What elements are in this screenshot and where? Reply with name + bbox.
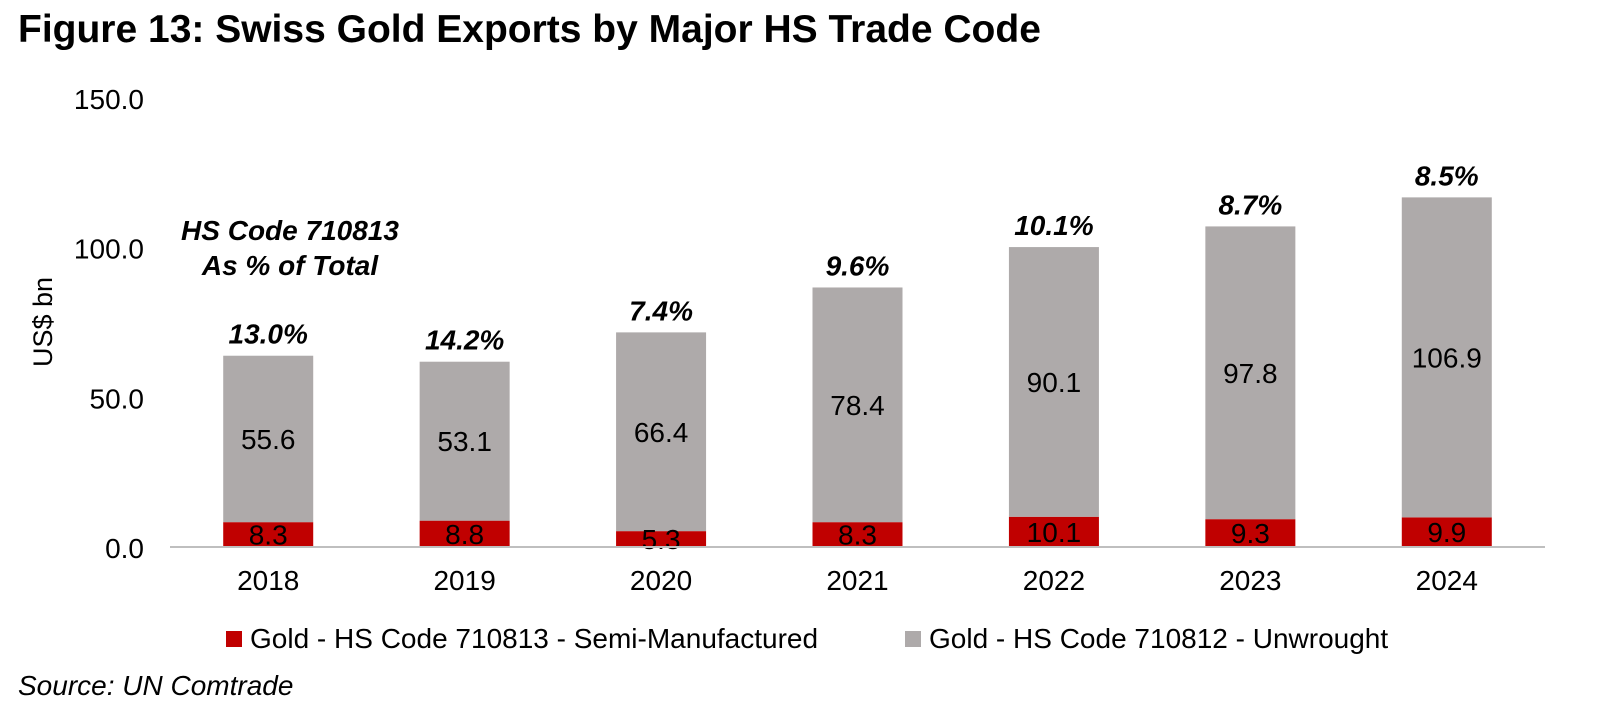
source-note: Source: UN Comtrade: [18, 670, 294, 701]
data-label-unwrought: 66.4: [634, 417, 689, 448]
x-tick-label: 2022: [1023, 565, 1085, 596]
share-label: 14.2%: [425, 325, 504, 356]
annotation-line-2: As % of Total: [201, 250, 380, 281]
x-tick-label: 2019: [433, 565, 495, 596]
bar-semi-manufactured: [1401, 517, 1492, 547]
data-label-unwrought: 90.1: [1027, 367, 1082, 398]
y-tick-label: 50.0: [90, 383, 145, 414]
legend-label-semi-manufactured: Gold - HS Code 710813 - Semi-Manufacture…: [250, 623, 818, 654]
share-label: 8.7%: [1218, 189, 1282, 220]
share-label: 10.1%: [1014, 210, 1093, 241]
annotation-line-1: HS Code 710813: [181, 215, 399, 246]
bar-semi-manufactured: [616, 531, 707, 547]
y-axis-title: US$ bn: [28, 277, 58, 367]
share-label: 7.4%: [629, 295, 693, 326]
bar-unwrought: [419, 361, 510, 521]
legend-swatch-semi-manufactured: [226, 631, 242, 647]
data-label-unwrought: 106.9: [1412, 342, 1482, 373]
legend-swatch-unwrought: [905, 631, 921, 647]
bar-semi-manufactured: [812, 522, 903, 547]
y-tick-label: 100.0: [74, 234, 144, 265]
bar-unwrought: [1401, 197, 1492, 518]
bar-unwrought: [616, 332, 707, 532]
bar-semi-manufactured: [1008, 516, 1099, 547]
data-label-semi: 9.9: [1427, 517, 1466, 548]
data-label-semi: 10.1: [1027, 517, 1082, 548]
share-label: 9.6%: [826, 250, 890, 281]
data-label-semi: 5.3: [642, 524, 681, 555]
share-label: 8.5%: [1415, 160, 1479, 191]
data-label-unwrought: 97.8: [1223, 358, 1278, 389]
data-label-semi: 9.3: [1231, 518, 1270, 549]
data-label-semi: 8.8: [445, 519, 484, 550]
legend-label-unwrought: Gold - HS Code 710812 - Unwrought: [929, 623, 1388, 654]
y-tick-label: 0.0: [105, 533, 144, 564]
data-label-unwrought: 55.6: [241, 424, 296, 455]
data-label-unwrought: 78.4: [830, 390, 885, 421]
bar-unwrought: [1008, 247, 1099, 517]
chart-title: Figure 13: Swiss Gold Exports by Major H…: [18, 8, 1041, 51]
bar-semi-manufactured: [1205, 519, 1296, 547]
x-tick-label: 2023: [1219, 565, 1281, 596]
bar-unwrought: [223, 355, 314, 523]
x-tick-label: 2018: [237, 565, 299, 596]
x-tick-label: 2024: [1416, 565, 1478, 596]
bar-unwrought: [812, 287, 903, 523]
data-label-unwrought: 53.1: [437, 426, 492, 457]
bar-unwrought: [1205, 226, 1296, 520]
bar-semi-manufactured: [419, 520, 510, 547]
x-tick-label: 2021: [826, 565, 888, 596]
y-tick-label: 150.0: [74, 84, 144, 115]
x-tick-label: 2020: [630, 565, 692, 596]
share-label: 13.0%: [229, 319, 308, 350]
bar-semi-manufactured: [223, 522, 314, 547]
data-label-semi: 8.3: [249, 520, 288, 551]
data-label-semi: 8.3: [838, 520, 877, 551]
